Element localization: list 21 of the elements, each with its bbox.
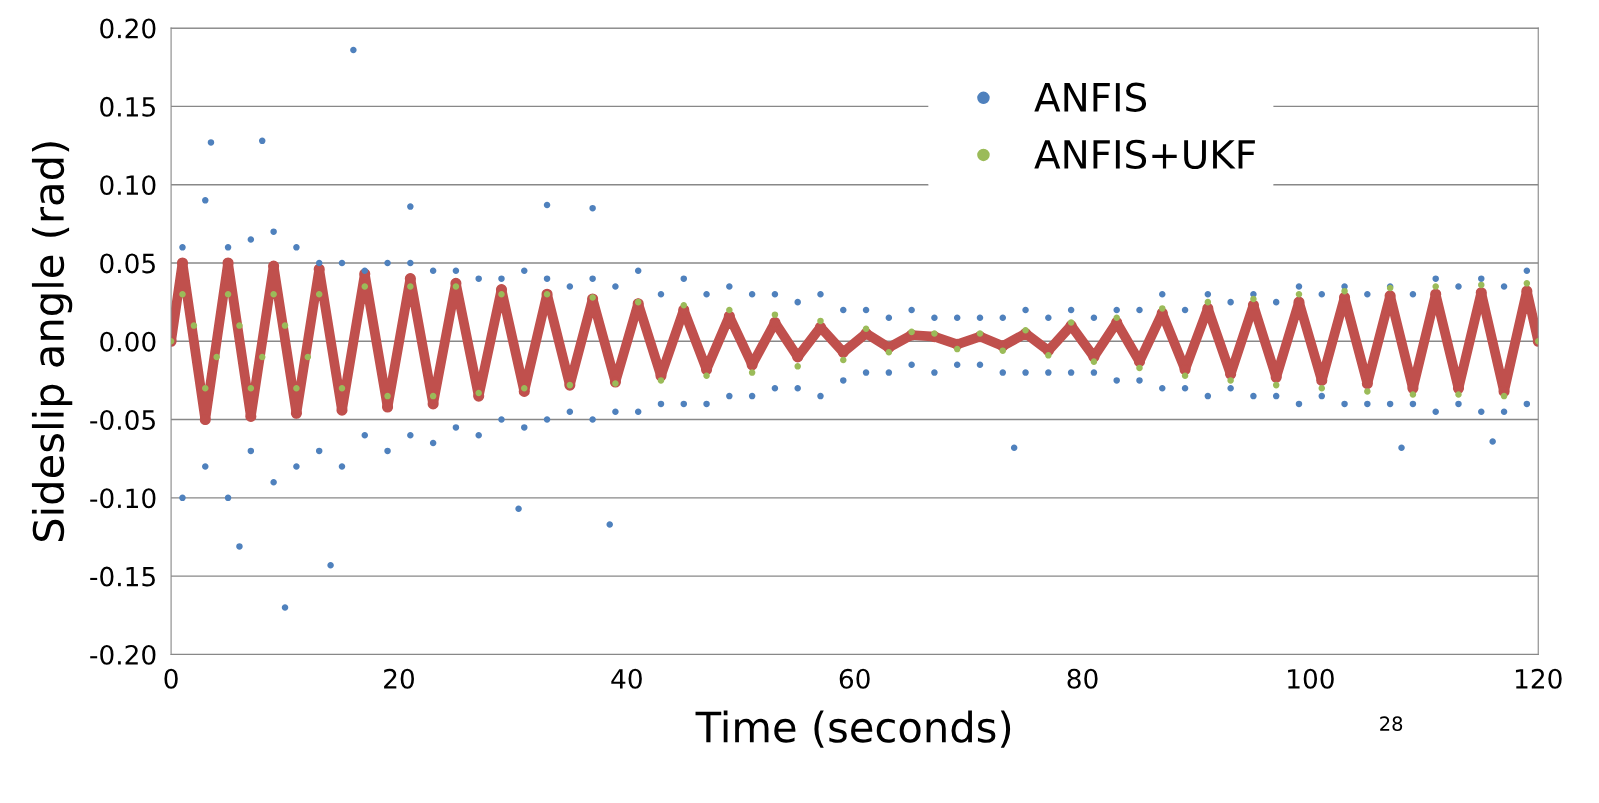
y-tick-label: 0.00 — [100, 331, 156, 352]
text: 28 — [1380, 716, 1403, 732]
legend-label: ANFIS+UKF — [1034, 139, 1255, 170]
y-tick-label: 0.20 — [100, 18, 156, 39]
y-tick-label: 0.15 — [100, 96, 155, 117]
y-tick-label: -0.15 — [90, 566, 155, 587]
y-tick-label: 0.05 — [100, 253, 155, 274]
y-tick-label: -0.20 — [90, 644, 156, 665]
x-tick-label: 0 — [164, 668, 178, 689]
x-tick-label: 60 — [839, 668, 870, 689]
x-tick-label: 20 — [384, 668, 414, 689]
x-tick-label: 80 — [1067, 668, 1098, 689]
y-axis-title: Sideslip angle (rad) — [31, 142, 73, 542]
x-tick-label: 40 — [611, 668, 642, 689]
y-tick-label: 0.10 — [100, 175, 156, 196]
x-tick-label: 100 — [1288, 668, 1334, 689]
x-axis-title: Time (seconds) — [695, 710, 1011, 748]
y-tick-label: -0.10 — [90, 488, 156, 509]
legend-label: ANFIS — [1034, 82, 1147, 112]
y-tick-label: -0.05 — [90, 410, 155, 430]
x-tick-label: 120 — [1515, 668, 1562, 689]
